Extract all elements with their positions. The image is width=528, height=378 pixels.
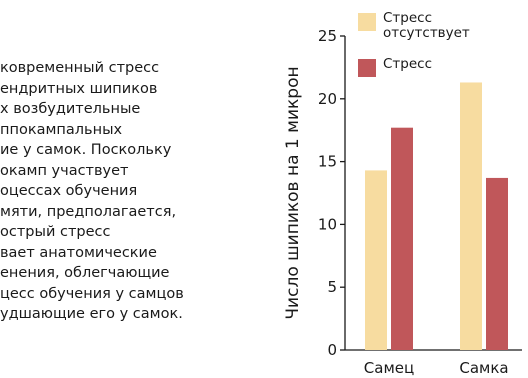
body-text-line: ковременный стресс [0,60,160,76]
legend-swatch [358,59,376,77]
category-labels: Самец Самка [364,359,509,377]
legend-label: отсутствует [383,25,470,41]
legend-label: Стресс [383,56,432,72]
category-label: Самка [459,359,508,377]
bars [365,82,508,351]
body-text-line: енения, облегчающие [0,265,170,281]
body-text-line: ие у самок. Поскольку [0,142,172,158]
bar [391,127,413,350]
body-text-line: цесс обучения у самцов [0,285,184,302]
y-tick-label: 25 [318,27,337,45]
legend-label: Стресс [383,10,432,26]
body-text-line: ппокампальных [0,121,123,138]
category-label: Самец [364,359,414,377]
bar [365,170,387,350]
bar [460,82,482,351]
y-tick-label: 10 [318,215,337,233]
body-text-line: х возбудительные [0,101,141,117]
y-axis-ticks: 0 5 10 15 20 25 [318,27,345,359]
bar [486,177,508,350]
body-text: ковременный стресс ендритных шипиков х воз… [0,58,250,325]
y-tick-label: 5 [327,278,337,296]
y-axis-title: Число шипиков на 1 микрон [283,66,303,319]
body-text-line: острый стресс [0,224,111,240]
body-text-line: оцессах обучения [0,183,138,199]
legend-swatch [358,13,376,31]
y-tick-label: 15 [318,153,337,171]
body-text-line: ендритных шипиков [0,80,158,97]
body-text-line: вает анатомические [0,244,157,261]
body-text-line: удшающие его у самок. [0,306,183,322]
body-text-line: мяти, предполагается, [0,203,177,220]
body-text-line: окамп участвует [0,162,129,179]
y-tick-label: 0 [327,341,337,359]
y-tick-label: 20 [318,90,337,108]
